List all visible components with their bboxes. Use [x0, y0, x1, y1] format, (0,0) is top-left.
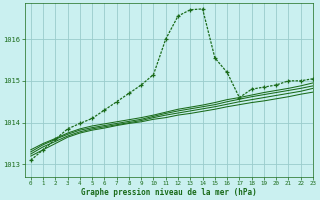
X-axis label: Graphe pression niveau de la mer (hPa): Graphe pression niveau de la mer (hPa)	[81, 188, 257, 197]
